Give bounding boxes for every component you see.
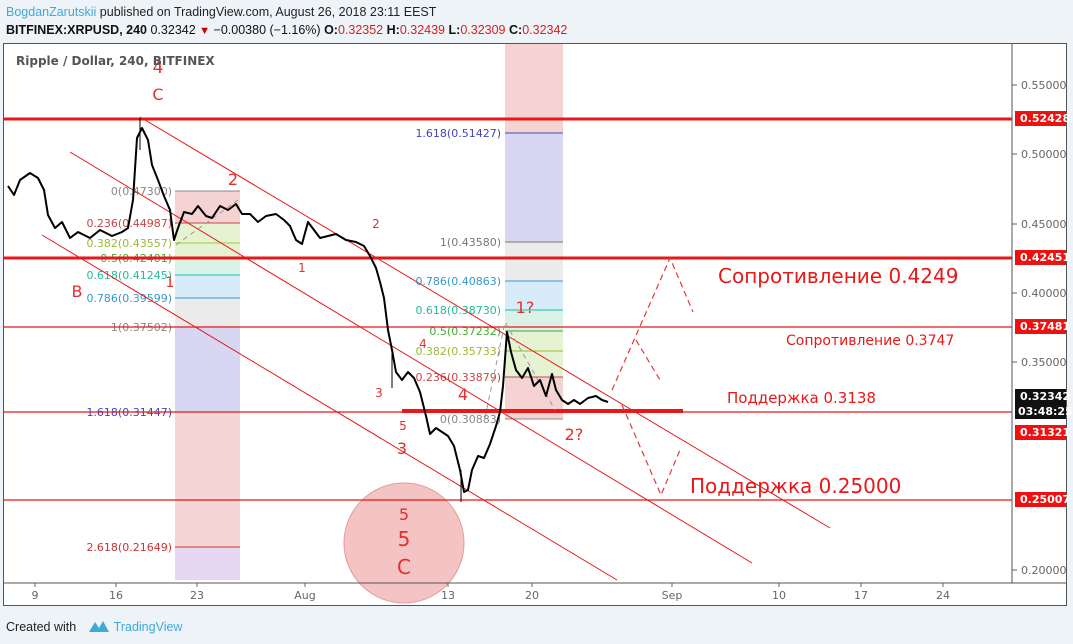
svg-text:0.50000: 0.50000: [1021, 148, 1067, 161]
fib-label: 2.618(0.21649): [86, 541, 172, 554]
low-value: 0.32309: [460, 23, 506, 37]
price-tag: 0.25007: [1020, 493, 1070, 506]
fib-label: 0.5(0.37232): [429, 325, 501, 338]
price-tag: 0.31321: [1020, 426, 1070, 439]
wave-label: B: [72, 282, 83, 301]
svg-text:0.55000: 0.55000: [1021, 79, 1067, 92]
wave-label: 2?: [565, 425, 584, 444]
price-tag: 0.52428: [1020, 112, 1070, 125]
fib-label: 0.786(0.39599): [86, 292, 172, 305]
svg-text:Aug: Aug: [294, 589, 315, 602]
fib-label: 0.618(0.41245): [86, 269, 172, 282]
time-axis[interactable]: 9 16 23 Aug 13 20 Sep 10 17 24: [32, 583, 951, 602]
svg-text:23: 23: [190, 589, 204, 602]
fib-label: 0(0.47300): [111, 185, 172, 198]
annotation-support-major: Поддержка 0.25000: [690, 474, 901, 498]
svg-text:13: 13: [441, 589, 455, 602]
price-axis[interactable]: 0.55000 0.50000 0.45000 0.40000 0.35000 …: [1012, 79, 1067, 577]
svg-text:24: 24: [936, 589, 950, 602]
author-link[interactable]: BogdanZarutskii: [6, 5, 97, 19]
close-label: C:: [508, 23, 523, 37]
fib-label: 0.236(0.33879): [415, 371, 501, 384]
fib-retracement-left[interactable]: [175, 190, 240, 580]
svg-text:9: 9: [32, 589, 39, 602]
svg-text:Sep: Sep: [662, 589, 683, 602]
created-with-text: Created with: [6, 619, 77, 634]
wave-label: 2: [372, 217, 380, 231]
wave-label: 1?: [516, 298, 535, 317]
bar-countdown: 03:48:25: [1018, 405, 1073, 418]
wave-label: C: [152, 85, 163, 104]
fib-label: 0(0.30883): [440, 413, 501, 426]
svg-text:16: 16: [109, 589, 123, 602]
wave-label: 1: [298, 261, 306, 275]
fib-label: 0.382(0.35733): [415, 345, 501, 358]
high-label: H:: [386, 23, 400, 37]
price-series[interactable]: [7, 127, 609, 493]
fib-label: 1(0.43580): [440, 236, 501, 249]
tradingview-link[interactable]: TradingView: [113, 619, 183, 634]
trend-channel[interactable]: [41, 116, 831, 581]
svg-text:0.20000: 0.20000: [1021, 564, 1067, 577]
last-price-tag: 0.32342: [1020, 390, 1070, 403]
svg-text:0.35000: 0.35000: [1021, 356, 1067, 369]
ticker-symbol: BITFINEX:XRPUSD, 240: [6, 23, 148, 37]
wave-label: 5: [398, 527, 411, 551]
wave-circle-marker[interactable]: [343, 482, 465, 604]
price-tag: 0.42451: [1020, 251, 1070, 264]
chart-title: Ripple / Dollar, 240, BITFINEX: [16, 54, 215, 68]
svg-text:0.40000: 0.40000: [1021, 287, 1067, 300]
wave-label: 4: [458, 385, 468, 404]
svg-text:17: 17: [854, 589, 868, 602]
low-label: L:: [448, 23, 461, 37]
svg-text:20: 20: [525, 589, 539, 602]
fib-label: 0.618(0.38730): [415, 304, 501, 317]
annotation-resistance-minor: Сопротивление 0.3747: [786, 333, 954, 349]
annotation-resistance-major: Сопротивление 0.4249: [718, 264, 958, 288]
fib-label: 0.382(0.43557): [86, 237, 172, 250]
wave-label: 5: [399, 419, 407, 433]
svg-text:0.45000: 0.45000: [1021, 218, 1067, 231]
tradingview-logo-icon[interactable]: [88, 619, 110, 636]
wave-label: 2: [228, 170, 238, 189]
footer: Created with TradingView: [6, 619, 182, 636]
fib-label: 1.618(0.51427): [415, 127, 501, 140]
wave-label: 3: [397, 439, 407, 458]
horizontal-levels[interactable]: [4, 117, 1012, 501]
open-value: 0.32352: [337, 23, 384, 37]
ticker-change: −0.00380 (−1.16%): [213, 23, 321, 37]
wave-label: 3: [375, 386, 383, 400]
open-label: O:: [324, 23, 338, 37]
high-value: 0.32439: [399, 23, 446, 37]
price-tag: 0.37481: [1020, 320, 1070, 333]
wave-label: 5: [399, 505, 409, 524]
fib-label: 0.786(0.40863): [415, 275, 501, 288]
down-triangle-icon: ▼: [199, 25, 211, 37]
wave-label: C: [397, 555, 411, 579]
wave-label: 4: [419, 337, 427, 351]
close-value: 0.32342: [522, 23, 568, 37]
publish-info: BogdanZarutskii published on TradingView…: [6, 3, 436, 22]
annotation-support-minor: Поддержка 0.3138: [727, 389, 876, 407]
ticker-line: BITFINEX:XRPUSD, 240 0.32342 ▼ −0.00380 …: [6, 21, 567, 41]
svg-text:10: 10: [772, 589, 786, 602]
publish-text: published on TradingView.com, August 26,…: [96, 5, 437, 19]
wave-label: 1: [166, 275, 175, 291]
wave-label: 4: [153, 58, 164, 78]
ticker-price: 0.32342: [150, 23, 196, 37]
projection-paths[interactable]: [611, 256, 694, 497]
